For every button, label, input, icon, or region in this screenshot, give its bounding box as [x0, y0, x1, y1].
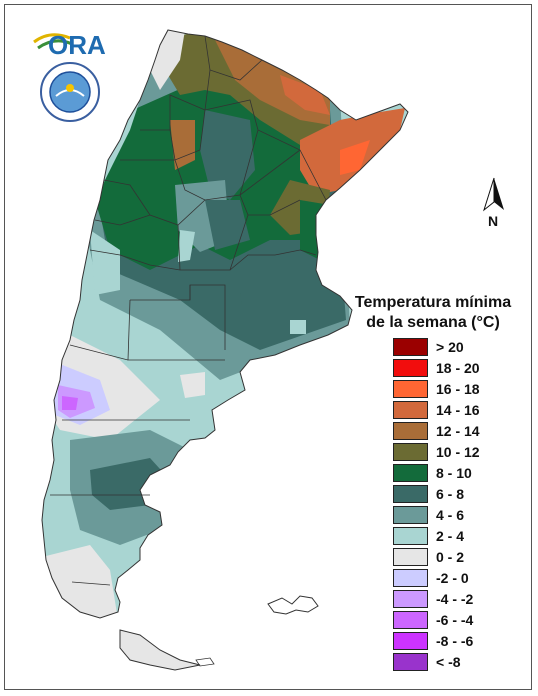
north-arrow-icon: N — [483, 177, 504, 229]
legend-label: 12 - 14 — [436, 423, 480, 439]
legend-swatch — [393, 359, 428, 377]
smn-seal-logo — [40, 62, 100, 122]
legend-label: -8 - -6 — [436, 633, 474, 649]
legend-swatch — [393, 338, 428, 356]
legend-label: 6 - 8 — [436, 486, 465, 502]
legend-swatch — [393, 569, 428, 587]
legend-label: 10 - 12 — [436, 444, 480, 460]
north-label: N — [488, 213, 498, 229]
malvinas-islands — [267, 595, 319, 615]
legend-swatch — [393, 527, 428, 545]
legend-swatch — [393, 401, 428, 419]
legend-label: 14 - 16 — [436, 402, 480, 418]
ora-logo: ORA — [33, 30, 106, 60]
legend-label: 0 - 2 — [436, 549, 465, 565]
legend-swatch — [393, 548, 428, 566]
legend-swatch — [393, 632, 428, 650]
legend-swatch — [393, 653, 428, 671]
tierra-del-fuego — [119, 629, 201, 671]
legend-swatch — [393, 464, 428, 482]
legend-title-line2: de la semana (°C) — [366, 314, 500, 331]
legend-label: 4 - 6 — [436, 507, 465, 523]
legend-label: 18 - 20 — [436, 360, 480, 376]
legend-label: -4 - -2 — [436, 591, 474, 607]
legend-label: > 20 — [436, 339, 464, 355]
legend-swatch — [393, 485, 428, 503]
legend-label: -2 - 0 — [436, 570, 469, 586]
legend-swatch — [393, 611, 428, 629]
province-borders — [50, 35, 327, 586]
legend-label: 8 - 10 — [436, 465, 472, 481]
legend-label: -6 - -4 — [436, 612, 474, 628]
legend-swatch — [393, 590, 428, 608]
legend-title: Temperatura mínima de la semana (°C) — [338, 293, 528, 333]
legend-label: < -8 — [436, 654, 461, 670]
ora-logo-text: ORA — [48, 30, 106, 60]
legend-swatch — [393, 380, 428, 398]
legend-swatch — [393, 422, 428, 440]
legend-label: 2 - 4 — [436, 528, 465, 544]
legend-label: 16 - 18 — [436, 381, 480, 397]
legend-swatch — [393, 443, 428, 461]
legend-swatch — [393, 506, 428, 524]
legend-title-line1: Temperatura mínima — [354, 294, 512, 311]
country-outline — [41, 29, 409, 619]
isla-de-los-estados — [195, 657, 215, 667]
